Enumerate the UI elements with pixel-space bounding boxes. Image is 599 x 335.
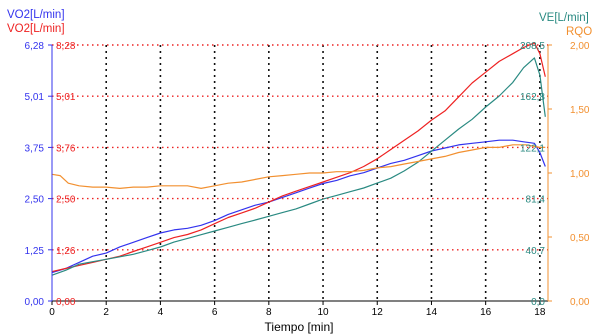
- y-tick-label-vo2-blue: 1,25: [25, 246, 45, 257]
- y-tick-label-rqo: 2,00: [570, 41, 590, 52]
- y-tick-label-vo2-blue: 6,28: [25, 41, 45, 52]
- y-tick-label-ve: 162,8: [520, 92, 545, 103]
- y-axis-title-vo2-blue: VO2[L/min]: [7, 9, 65, 21]
- y-tick-label-vo2-red: 0,00: [56, 297, 76, 308]
- y-tick-label-rqo: 1,50: [570, 105, 590, 116]
- series-line-vo2_blue: [51, 139, 546, 274]
- x-tick-label: 6: [212, 307, 218, 318]
- y-tick-label-rqo: 0,00: [570, 297, 590, 308]
- y-tick-label-vo2-blue: 3,75: [25, 143, 45, 154]
- x-tick-label: 18: [534, 307, 546, 318]
- y-tick-label-rqo: 0,50: [570, 233, 590, 244]
- y-tick-label-ve: 40,7: [526, 246, 546, 257]
- y-tick-label-vo2-blue: 2,50: [25, 195, 45, 206]
- series-line-vo2_red: [51, 42, 546, 273]
- y-tick-label-vo2-blue: 5,01: [25, 92, 45, 103]
- x-tick-label: 14: [426, 307, 438, 318]
- x-tick-label: 0: [49, 307, 55, 318]
- x-tick-label: 16: [480, 307, 492, 318]
- y-tick-label-vo2-red: 5,01: [56, 92, 76, 103]
- y-tick-label-vo2-red: 3,76: [56, 143, 76, 154]
- x-axis-title: Tiempo [min]: [265, 320, 334, 334]
- x-tick-label: 8: [266, 307, 272, 318]
- series-lines: [51, 42, 546, 276]
- y-tick-label-vo2-red: 1,26: [56, 246, 76, 257]
- y-tick-label-vo2-blue: 0,00: [25, 297, 45, 308]
- y-tick-label-ve: 122,1: [520, 143, 545, 154]
- y-axis-title-rqo: RQO: [566, 26, 593, 38]
- x-tick-label: 10: [317, 307, 329, 318]
- axes: [48, 44, 552, 305]
- y-axis-title-ve: VE[L/min]: [539, 12, 589, 24]
- y-tick-label-ve: 208,5: [520, 41, 545, 52]
- y-tick-label-vo2-red: 8,28: [56, 41, 76, 52]
- y-tick-label-vo2-red: 2,50: [56, 195, 76, 206]
- y-tick-labels: 0,00 1,25 2,50 3,75 5,01 6,28 0,00 1,26 2,50 3,76…: [25, 41, 590, 308]
- series-line-ve: [51, 57, 546, 276]
- y-tick-label-ve: 81,4: [526, 195, 546, 206]
- x-tick-label: 4: [158, 307, 164, 318]
- grid-lines: [52, 44, 548, 301]
- x-tick-label: 12: [372, 307, 384, 318]
- y-tick-label-rqo: 1,00: [570, 169, 590, 180]
- x-tick-label: 2: [103, 307, 109, 318]
- y-tick-label-ve: 0,0: [531, 297, 545, 308]
- series-line-rqo: [51, 144, 546, 189]
- x-tick-labels: 0 2 4 6 8 10 12 14 16 18: [49, 307, 546, 318]
- y-axis-title-vo2-red: VO2[L/min]: [7, 23, 65, 35]
